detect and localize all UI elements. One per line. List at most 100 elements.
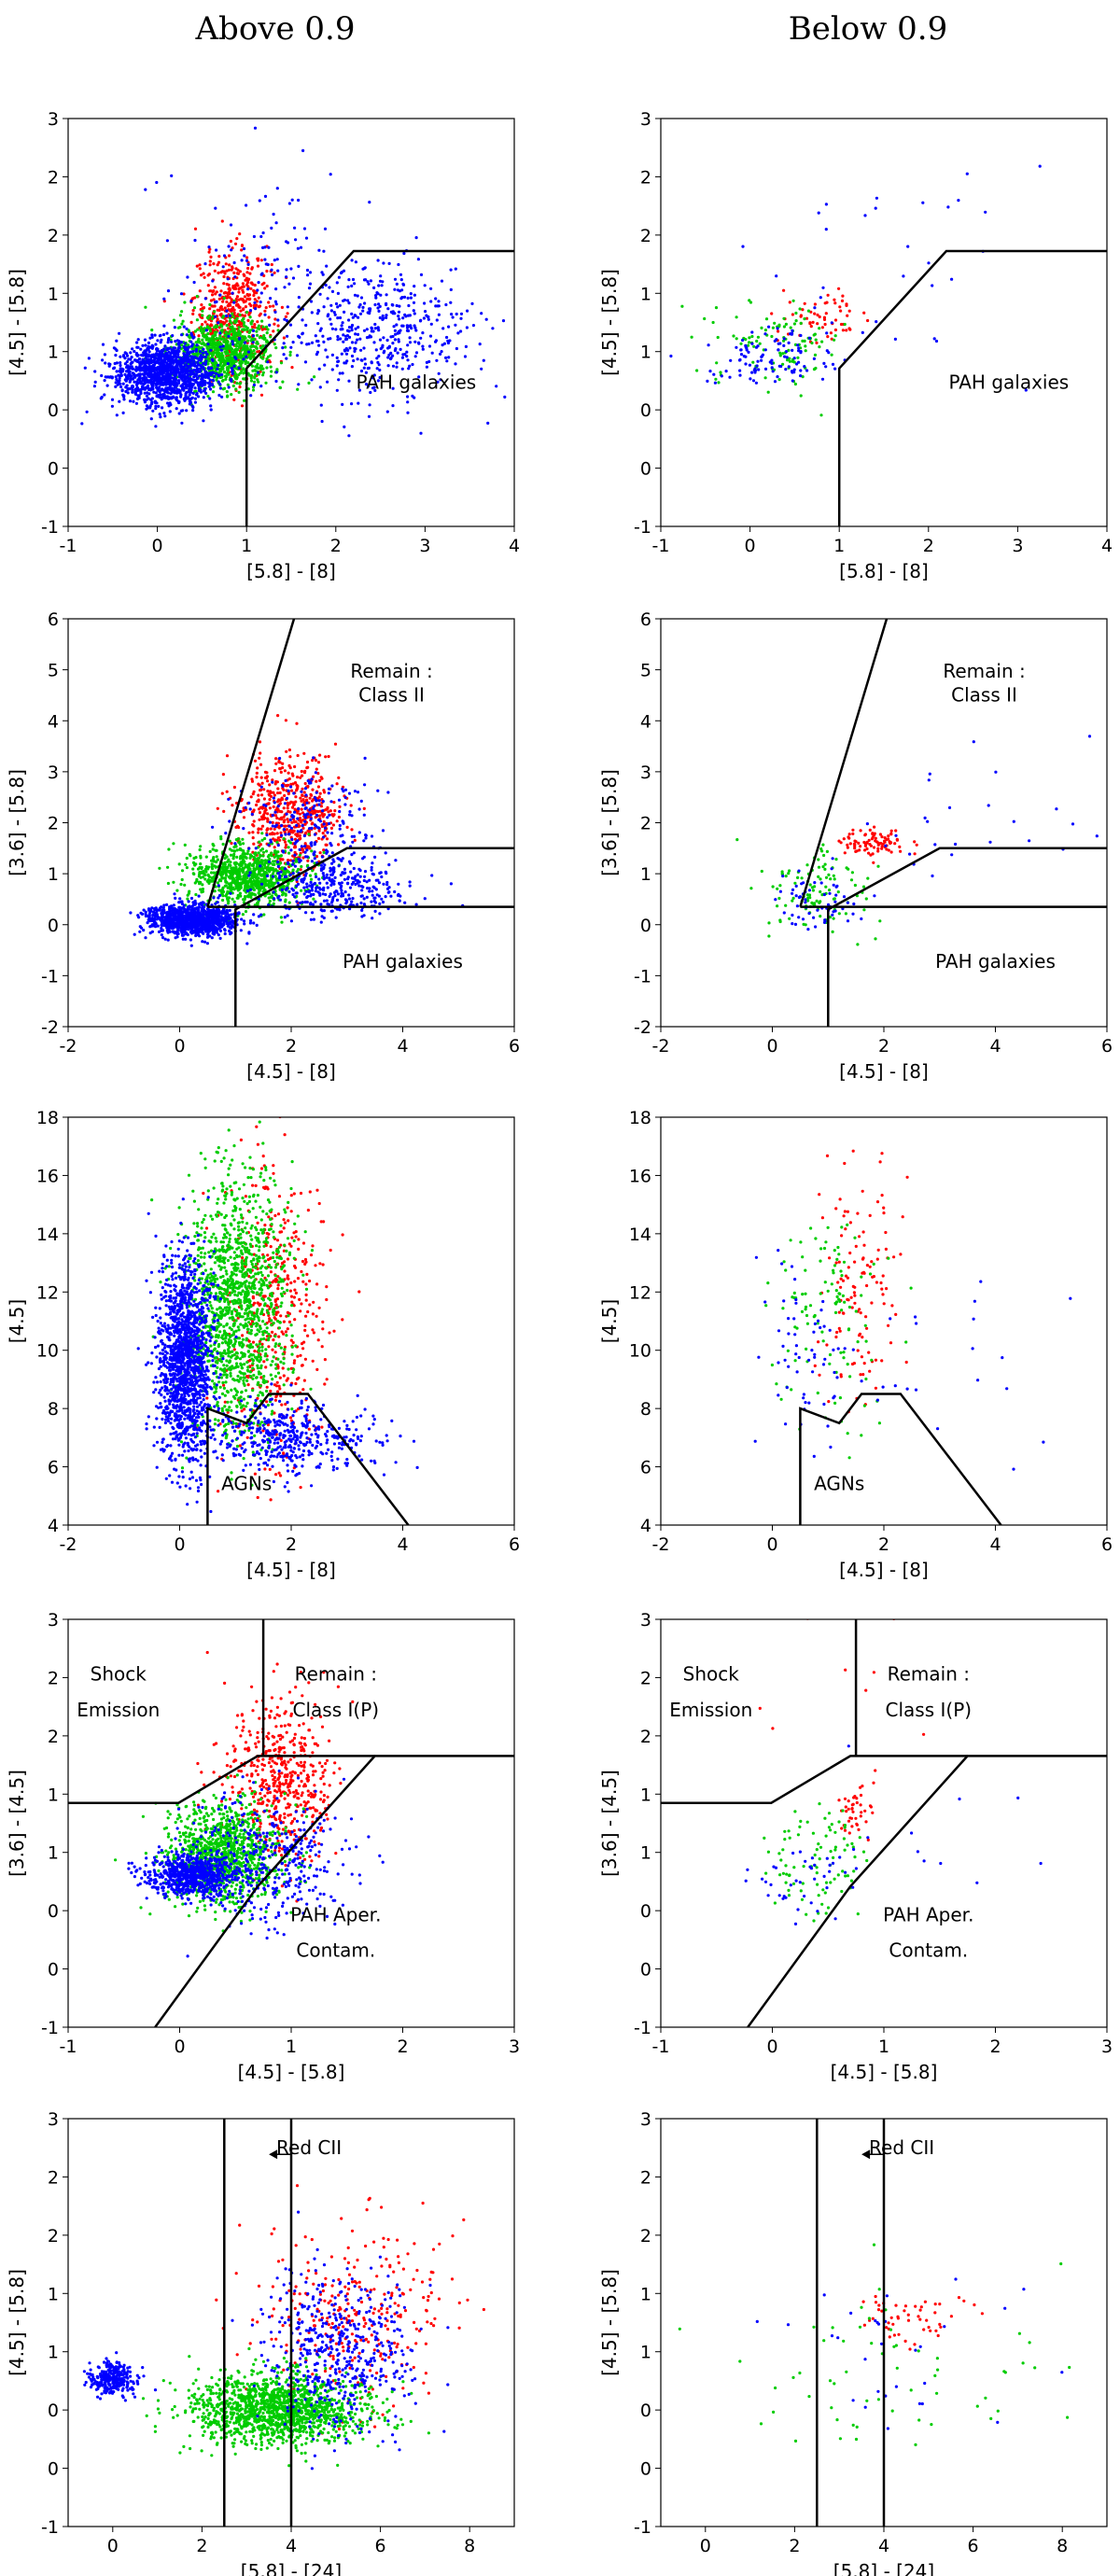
scatter-point-green: [794, 311, 798, 315]
scatter-point-blue: [337, 275, 341, 279]
scatter-point-red: [217, 255, 221, 259]
scatter-point-green: [261, 850, 266, 854]
scatter-point-blue: [354, 314, 357, 318]
scatter-point-red: [225, 319, 229, 323]
scatter-point-red: [222, 282, 226, 286]
scatter-point-red: [266, 827, 270, 831]
scatter-point-red: [289, 830, 293, 834]
scatter-point-green: [770, 334, 774, 339]
scatter-point-blue: [147, 341, 150, 344]
scatter-point-red: [230, 841, 233, 846]
scatter-point-red: [259, 843, 262, 847]
scatter-point-green: [819, 413, 823, 417]
scatter-point-blue: [184, 369, 188, 372]
scatter-point-green: [231, 897, 234, 901]
scatter-point-red: [318, 778, 322, 783]
y-tick-label: 0: [640, 400, 651, 421]
scatter-point-blue: [354, 332, 357, 336]
scatter-point-red: [284, 840, 287, 844]
scatter-point-blue: [347, 434, 351, 438]
scatter-point-red: [316, 836, 321, 841]
scatter-point-blue: [110, 398, 115, 401]
scatter-point-blue: [290, 198, 294, 202]
scatter-point-blue: [307, 287, 312, 290]
scatter-point-blue: [435, 318, 439, 322]
scatter-point-green: [221, 357, 225, 361]
scatter-point-green: [180, 869, 185, 873]
scatter-point-red: [198, 289, 202, 293]
scatter-point-red: [283, 824, 287, 828]
scatter-point-green: [763, 329, 768, 332]
scatter-point-red: [265, 269, 269, 273]
x-tick-label: 3: [419, 536, 430, 556]
scatter-point-green: [257, 324, 260, 328]
scatter-point-blue: [201, 378, 204, 382]
scatter-point-blue: [104, 361, 107, 365]
scatter-point-red: [282, 820, 286, 824]
scatter-point-green: [749, 301, 753, 304]
scatter-point-blue: [379, 274, 383, 278]
scatter-point-green: [253, 376, 257, 380]
scatter-point-green: [249, 374, 253, 378]
scatter-point-green: [298, 853, 301, 857]
scatter-point-blue: [301, 332, 304, 336]
scatter-point-green: [224, 352, 228, 356]
y-tick-label: 0: [640, 459, 651, 480]
scatter-point-blue: [299, 245, 303, 249]
scatter-point-blue: [434, 304, 438, 308]
scatter-point-green: [215, 348, 218, 352]
scatter-point-blue: [175, 339, 179, 343]
scatter-point-blue: [449, 268, 453, 272]
scatter-point-blue: [347, 301, 351, 305]
scatter-point-red: [262, 797, 266, 801]
scatter-point-blue: [263, 194, 268, 198]
scatter-point-red: [284, 719, 287, 722]
scatter-point-green: [818, 327, 821, 330]
scatter-point-blue: [192, 280, 196, 285]
scatter-point-blue: [214, 371, 218, 375]
scatter-point-red: [208, 263, 212, 267]
scatter-point-blue: [760, 358, 763, 362]
scatter-point-green: [211, 353, 215, 357]
scatter-point-blue: [148, 345, 152, 349]
scatter-point-green: [211, 847, 215, 851]
scatter-point-blue: [927, 261, 931, 265]
scatter-point-red: [256, 800, 259, 804]
boundary-line: [245, 249, 514, 526]
scatter-point-red: [242, 816, 246, 819]
scatter-point-blue: [197, 395, 201, 399]
x-tick-label: -1: [652, 536, 670, 556]
scatter-point-blue: [362, 346, 366, 350]
scatter-point-blue: [204, 391, 208, 395]
scatter-point-blue: [259, 291, 263, 295]
scatter-point-red: [335, 819, 339, 823]
scatter-point-red: [273, 827, 276, 831]
scatter-point-green: [207, 879, 211, 883]
scatter-point-green: [714, 306, 719, 310]
scatter-point-red: [191, 312, 195, 315]
scatter-point-blue: [406, 358, 410, 362]
scatter-point-blue: [316, 322, 320, 326]
scatter-point-green: [232, 852, 236, 857]
scatter-point-red: [816, 313, 819, 317]
scatter-point-red: [250, 779, 255, 783]
scatter-point-red: [295, 783, 299, 787]
scatter-point-blue: [180, 421, 184, 425]
scatter-point-green: [229, 358, 232, 362]
scatter-point-green: [224, 338, 228, 342]
scatter-point-blue: [203, 380, 207, 384]
scatter-point-red: [216, 806, 219, 810]
scatter-point-blue: [142, 372, 146, 377]
scatter-point-blue: [750, 342, 754, 345]
scatter-point-green: [313, 861, 316, 865]
scatter-point-red: [256, 264, 260, 268]
scatter-point-green: [256, 878, 259, 882]
scatter-point-blue: [376, 379, 380, 383]
scatter-point-blue: [446, 339, 450, 343]
scatter-point-green: [252, 338, 256, 342]
scatter-point-blue: [934, 339, 939, 343]
scatter-point-blue: [157, 404, 161, 408]
scatter-point-green: [716, 335, 720, 340]
scatter-point-blue: [231, 291, 234, 295]
scatter-point-red: [245, 283, 249, 287]
